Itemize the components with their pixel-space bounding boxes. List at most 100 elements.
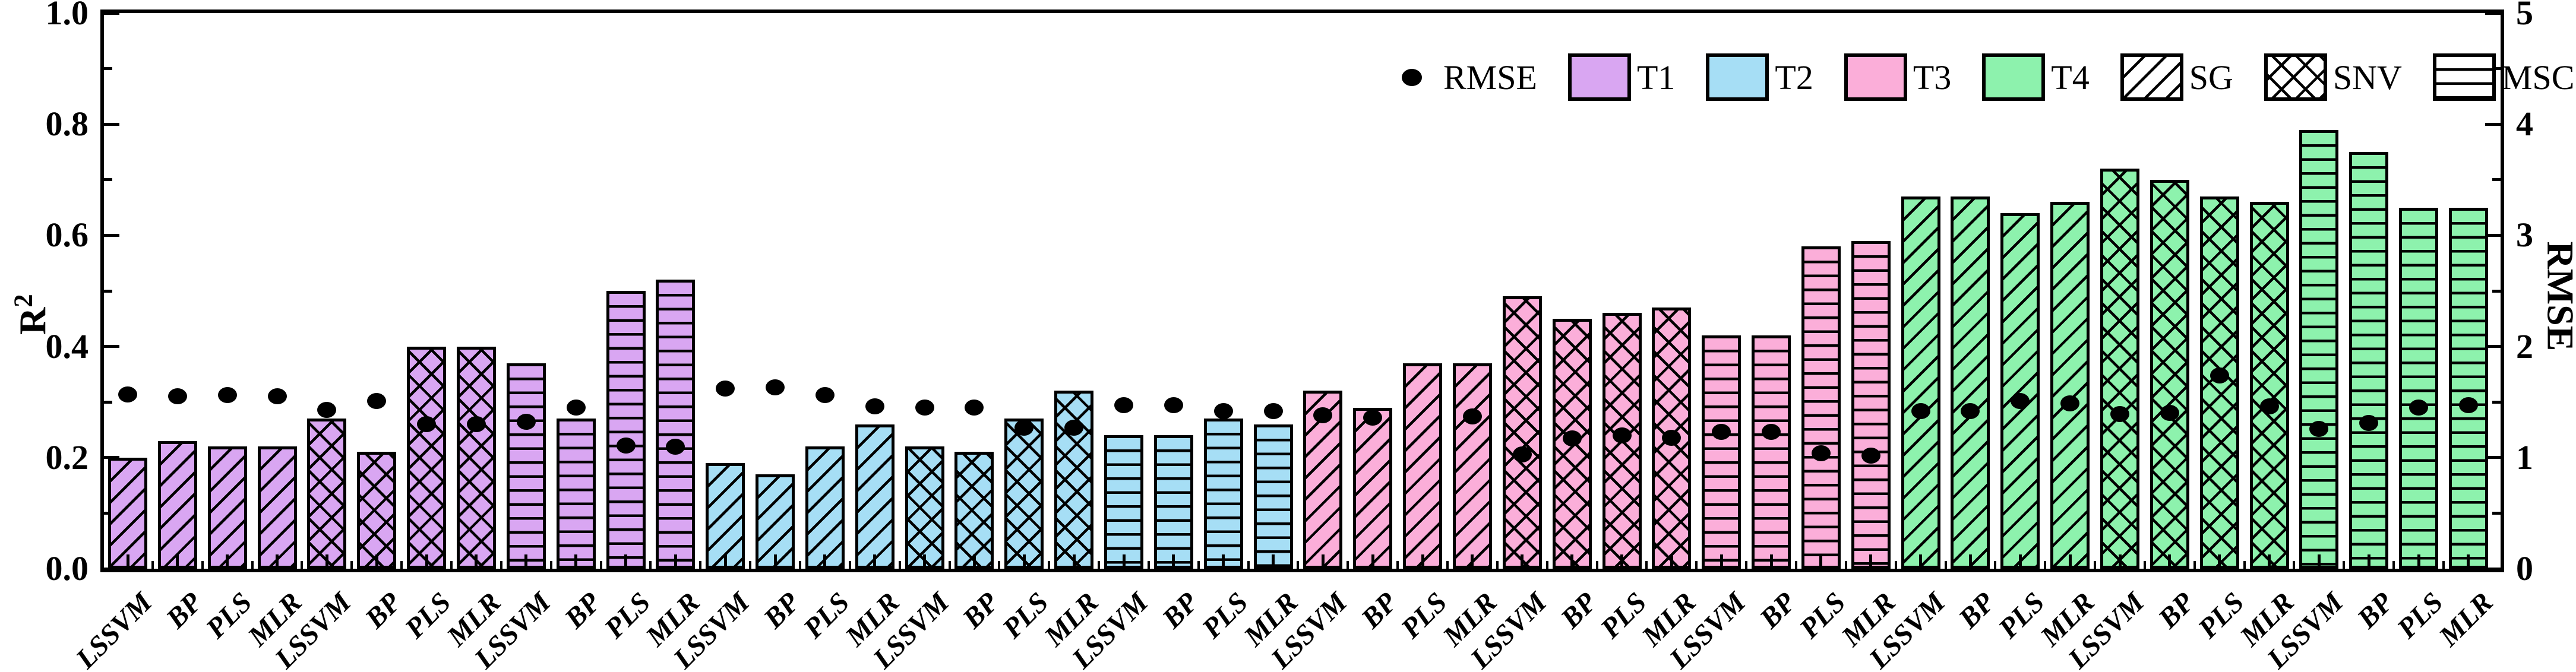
rmse-point-T2-SG-MLR xyxy=(865,398,884,415)
x-tick-label: BP xyxy=(2152,586,2201,635)
rmse-point-T4-MSC-MLR xyxy=(2458,397,2478,414)
x-minor-tick xyxy=(350,561,353,569)
rmse-point-T4-SNV-BP xyxy=(2160,405,2179,421)
y-left-minor-tick xyxy=(104,400,112,404)
rmse-point-T2-SNV-LSSVM xyxy=(915,400,934,416)
bar-T2-SNV-PLS xyxy=(1004,419,1044,569)
y-left-major-tick xyxy=(104,567,119,570)
x-minor-tick xyxy=(500,561,502,569)
legend-T4-swatch xyxy=(1982,53,2046,101)
y-right-minor-tick xyxy=(2492,400,2501,404)
x-tick-label: BP xyxy=(956,586,1005,635)
x-minor-tick xyxy=(151,561,154,569)
bar-T1-SNV-BP xyxy=(357,452,397,569)
x-tick-label: BP xyxy=(1156,586,1205,635)
x-major-tick xyxy=(475,554,478,569)
legend-rmse-label: RMSE xyxy=(1443,58,1537,97)
bar-T3-MSC-MLR xyxy=(1851,240,1891,569)
x-minor-tick xyxy=(2193,561,2196,569)
bar-T1-SNV-MLR xyxy=(456,346,496,569)
y-left-tick-label: 1.0 xyxy=(45,0,89,32)
rmse-point-T3-MSC-BP xyxy=(1762,424,1781,440)
rmse-point-T1-SNV-BP xyxy=(367,392,387,409)
x-major-tick xyxy=(574,554,578,569)
y-left-tick-label: 0.6 xyxy=(45,215,89,255)
rmse-point-T1-MSC-BP xyxy=(566,400,586,416)
x-major-tick xyxy=(1769,554,1773,569)
legend-T1-swatch xyxy=(1567,53,1631,101)
rmse-point-T1-SNV-PLS xyxy=(417,416,437,433)
y-left-minor-tick xyxy=(104,67,112,71)
bar-T1-SG-BP xyxy=(157,440,197,569)
legend-T2-swatch xyxy=(1706,53,1769,101)
rmse-point-T1-SG-MLR xyxy=(267,388,287,405)
x-major-tick xyxy=(2118,554,2122,569)
bar-T4-MSC-LSSVM xyxy=(2299,129,2339,569)
x-tick-label: BP xyxy=(757,586,806,635)
bar-T3-SG-PLS xyxy=(1403,363,1443,569)
bar-T1-MSC-LSSVM xyxy=(506,363,546,569)
x-major-tick xyxy=(2467,554,2470,569)
legend-SG-swatch xyxy=(2120,53,2183,101)
rmse-point-T4-MSC-BP xyxy=(2359,415,2379,432)
x-minor-tick xyxy=(1794,561,1797,569)
y-right-tick-label: 5 xyxy=(2516,0,2533,32)
x-major-tick xyxy=(126,554,129,569)
legend-T1-label: T1 xyxy=(1636,58,1676,97)
x-major-tick xyxy=(823,554,827,569)
rmse-point-T4-SG-PLS xyxy=(2011,392,2030,409)
y-axis-left-line xyxy=(100,9,104,572)
x-tick-label: LSSVM xyxy=(69,586,159,672)
rmse-point-T2-MSC-PLS xyxy=(1213,402,1233,419)
x-minor-tick xyxy=(2143,561,2146,569)
bar-T4-SG-BP xyxy=(1951,196,1990,569)
legend-SNV-label: SNV xyxy=(2332,58,2402,97)
x-minor-tick xyxy=(1098,561,1101,569)
x-minor-tick xyxy=(1496,561,1499,569)
bar-T1-SG-LSSVM xyxy=(108,457,147,569)
x-minor-tick xyxy=(1894,561,1897,569)
y-right-tick-label: 4 xyxy=(2516,104,2533,144)
legend-SNV-swatch xyxy=(2264,53,2327,101)
x-minor-tick xyxy=(1297,561,1300,569)
y-right-major-tick xyxy=(2485,567,2501,570)
x-major-tick xyxy=(2317,554,2321,569)
x-tick-label: BP xyxy=(1753,586,1802,635)
y-left-tick-label: 0.0 xyxy=(45,549,89,588)
top-frame-line xyxy=(100,9,2504,13)
rmse-point-T4-SNV-PLS xyxy=(2210,367,2229,383)
rmse-point-T4-MSC-PLS xyxy=(2409,400,2429,416)
x-axis-line xyxy=(100,569,2504,572)
bar-T2-SG-LSSVM xyxy=(706,463,745,569)
right-axis-title: RMSE xyxy=(2539,241,2576,351)
rmse-point-T3-SNV-MLR xyxy=(1662,429,1681,446)
x-minor-tick xyxy=(2442,561,2445,569)
rmse-point-T3-MSC-MLR xyxy=(1861,447,1880,464)
y-right-major-tick xyxy=(2485,345,2501,348)
bar-T2-SG-PLS xyxy=(805,446,845,569)
y-right-tick-label: 2 xyxy=(2516,327,2533,366)
bar-T3-MSC-PLS xyxy=(1801,246,1841,569)
x-major-tick xyxy=(2417,554,2420,569)
rmse-point-T1-SG-LSSVM xyxy=(118,386,137,402)
x-major-tick xyxy=(1122,554,1126,569)
y-left-tick-label: 0.4 xyxy=(45,327,89,366)
bar-T1-MSC-BP xyxy=(556,419,596,569)
bar-T2-MSC-LSSVM xyxy=(1104,435,1143,569)
rmse-point-T1-MSC-MLR xyxy=(666,438,685,455)
bar-T2-SNV-BP xyxy=(954,452,994,569)
bar-T2-SG-MLR xyxy=(855,424,895,569)
x-minor-tick xyxy=(1446,561,1449,569)
x-tick-label: BP xyxy=(558,586,606,635)
x-major-tick xyxy=(2018,554,2022,569)
bar-T4-MSC-MLR xyxy=(2448,207,2488,569)
bar-T1-SNV-LSSVM xyxy=(307,419,347,569)
x-major-tick xyxy=(2068,554,2072,569)
y-left-tick-label: 0.2 xyxy=(45,438,89,477)
x-major-tick xyxy=(873,554,877,569)
bar-T4-SNV-LSSVM xyxy=(2100,169,2139,569)
x-minor-tick xyxy=(1147,561,1150,569)
x-minor-tick xyxy=(1695,561,1698,569)
x-major-tick xyxy=(674,554,677,569)
x-minor-tick xyxy=(251,561,254,569)
